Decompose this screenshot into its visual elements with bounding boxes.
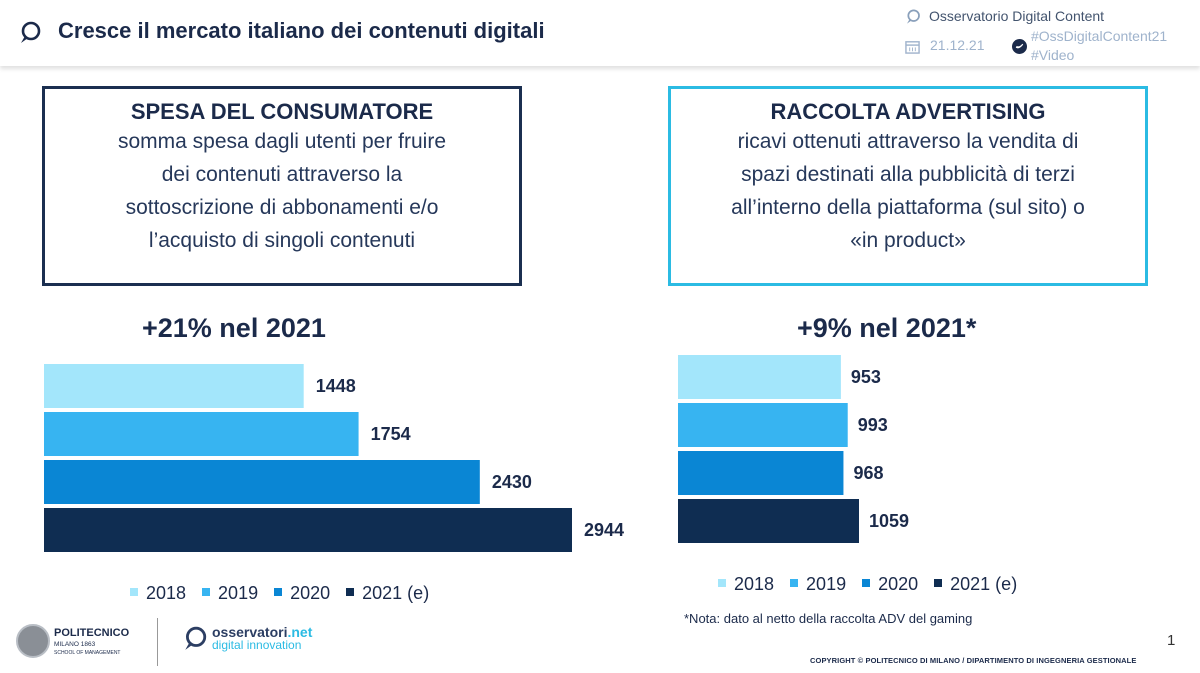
bar-value-label: 1754 bbox=[371, 424, 411, 444]
legend-swatch bbox=[934, 579, 943, 588]
description-line: all’interno della piattaforma (sul sito)… bbox=[731, 196, 1085, 219]
legend-item: 2018 bbox=[130, 583, 186, 604]
politecnico-seal-icon bbox=[16, 624, 50, 658]
description-line: «in product» bbox=[850, 229, 966, 252]
bar-2020 bbox=[44, 460, 480, 504]
bar-value-label: 1059 bbox=[869, 511, 909, 531]
osservatori-name: osservatori.net bbox=[212, 624, 312, 640]
consumer-spending-chart: 1448 1754 2430 2944 bbox=[44, 364, 624, 552]
advertising-box: RACCOLTA ADVERTISING ricavi ottenuti att… bbox=[668, 86, 1148, 286]
bar-value-label: 993 bbox=[858, 415, 888, 435]
consumer-spending-box: SPESA DEL CONSUMATORE somma spesa dagli … bbox=[42, 86, 522, 286]
bar-value-label: 2944 bbox=[584, 520, 624, 540]
legend-label: 2021 (e) bbox=[950, 574, 1018, 594]
bar-2020 bbox=[678, 451, 844, 495]
hashtag-2: #Video bbox=[1031, 47, 1075, 63]
chart-right-title: +9% nel 2021* bbox=[797, 313, 977, 343]
legend-item: 2021 (e) bbox=[934, 574, 1017, 595]
legend-label: 2018 bbox=[146, 583, 187, 603]
description-line: ricavi ottenuti attraverso la vendita di bbox=[737, 130, 1079, 153]
consumer-spending-heading: SPESA DEL CONSUMATORE bbox=[130, 99, 434, 124]
legend-item: 2018 bbox=[718, 574, 774, 595]
chart-left-title: +21% nel 2021 bbox=[142, 313, 326, 343]
legend-swatch bbox=[718, 579, 726, 588]
legend-item: 2019 bbox=[202, 583, 258, 604]
bar-2019 bbox=[44, 412, 359, 456]
bar-2018 bbox=[678, 355, 841, 399]
consumer-spending-description: somma spesa dagli utenti per fruire dei … bbox=[45, 125, 519, 257]
observatory-name: Osservatorio Digital Content bbox=[929, 8, 1105, 24]
bar-2021e bbox=[44, 508, 572, 552]
bar-2019 bbox=[678, 403, 848, 447]
politecnico-name: POLITECNICO bbox=[54, 627, 130, 639]
legend-label: 2021 (e) bbox=[362, 583, 430, 603]
speech-bubble-icon bbox=[907, 9, 920, 24]
description-line: l’acquisto di singoli contenuti bbox=[148, 229, 416, 252]
footnote: *Nota: dato al netto della raccolta ADV … bbox=[684, 611, 973, 626]
legend-item: 2020 bbox=[862, 574, 918, 595]
header-bar: Cresce il mercato italiano dei contenuti… bbox=[0, 0, 1200, 66]
advertising-heading: RACCOLTA ADVERTISING bbox=[770, 99, 1046, 124]
twitter-icon bbox=[1012, 39, 1027, 54]
legend-swatch bbox=[274, 588, 283, 597]
bar-value-label: 2430 bbox=[492, 472, 532, 492]
osservatori-tagline: digital innovation bbox=[212, 638, 302, 652]
politecnico-school: SCHOOL OF MANAGEMENT bbox=[54, 650, 121, 656]
legend-item: 2021 (e) bbox=[346, 583, 429, 604]
legend-swatch bbox=[346, 588, 355, 597]
description-line: dei contenuti attraverso la bbox=[161, 163, 403, 186]
legend-swatch bbox=[790, 579, 799, 588]
logo-divider bbox=[157, 618, 158, 666]
osservatori-name-net: .net bbox=[287, 624, 313, 640]
bar-2018 bbox=[44, 364, 304, 408]
bar-value-label: 953 bbox=[851, 367, 881, 387]
observatory-row: Osservatorio Digital Content bbox=[905, 8, 1104, 25]
page-number: 1 bbox=[1167, 632, 1176, 649]
copyright: COPYRIGHT © POLITECNICO DI MILANO / DIPA… bbox=[810, 656, 1137, 665]
bar-value-label: 1448 bbox=[316, 376, 356, 396]
bar-2021e bbox=[678, 499, 859, 543]
description-line: spazi destinati alla pubblicità di terzi bbox=[741, 163, 1075, 186]
date-row: 21.12.21 bbox=[905, 37, 985, 54]
legend-item: 2019 bbox=[790, 574, 846, 595]
legend-label: 2019 bbox=[806, 574, 847, 594]
legend-item: 2020 bbox=[274, 583, 330, 604]
date-text: 21.12.21 bbox=[930, 37, 985, 53]
speech-bubble-icon bbox=[21, 21, 41, 43]
legend-swatch bbox=[202, 588, 211, 597]
hashtag-1: #OssDigitalContent21 bbox=[1031, 28, 1168, 44]
legend-label: 2019 bbox=[218, 583, 259, 603]
page-title: Cresce il mercato italiano dei contenuti… bbox=[58, 18, 545, 43]
legend-swatch bbox=[130, 588, 138, 597]
speech-bubble-icon bbox=[185, 626, 207, 650]
description-line: sottoscrizione di abbonamenti e/o bbox=[125, 196, 439, 219]
bar-value-label: 968 bbox=[853, 463, 883, 483]
legend-label: 2020 bbox=[878, 574, 919, 594]
advertising-description: ricavi ottenuti attraverso la vendita di… bbox=[671, 125, 1145, 257]
description-line: somma spesa dagli utenti per fruire bbox=[118, 130, 446, 153]
politecnico-city: MILANO 1863 bbox=[54, 641, 96, 648]
osservatori-name-main: osservatori bbox=[212, 624, 288, 640]
legend-label: 2018 bbox=[734, 574, 775, 594]
legend-label: 2020 bbox=[290, 583, 331, 603]
calendar-icon bbox=[905, 40, 920, 54]
chart-right-legend: 2018 2019 2020 2021 (e) bbox=[718, 574, 1033, 595]
advertising-chart: 953 993 968 1059 bbox=[678, 355, 909, 543]
chart-left-legend: 2018 2019 2020 2021 (e) bbox=[130, 583, 445, 604]
legend-swatch bbox=[862, 579, 871, 588]
